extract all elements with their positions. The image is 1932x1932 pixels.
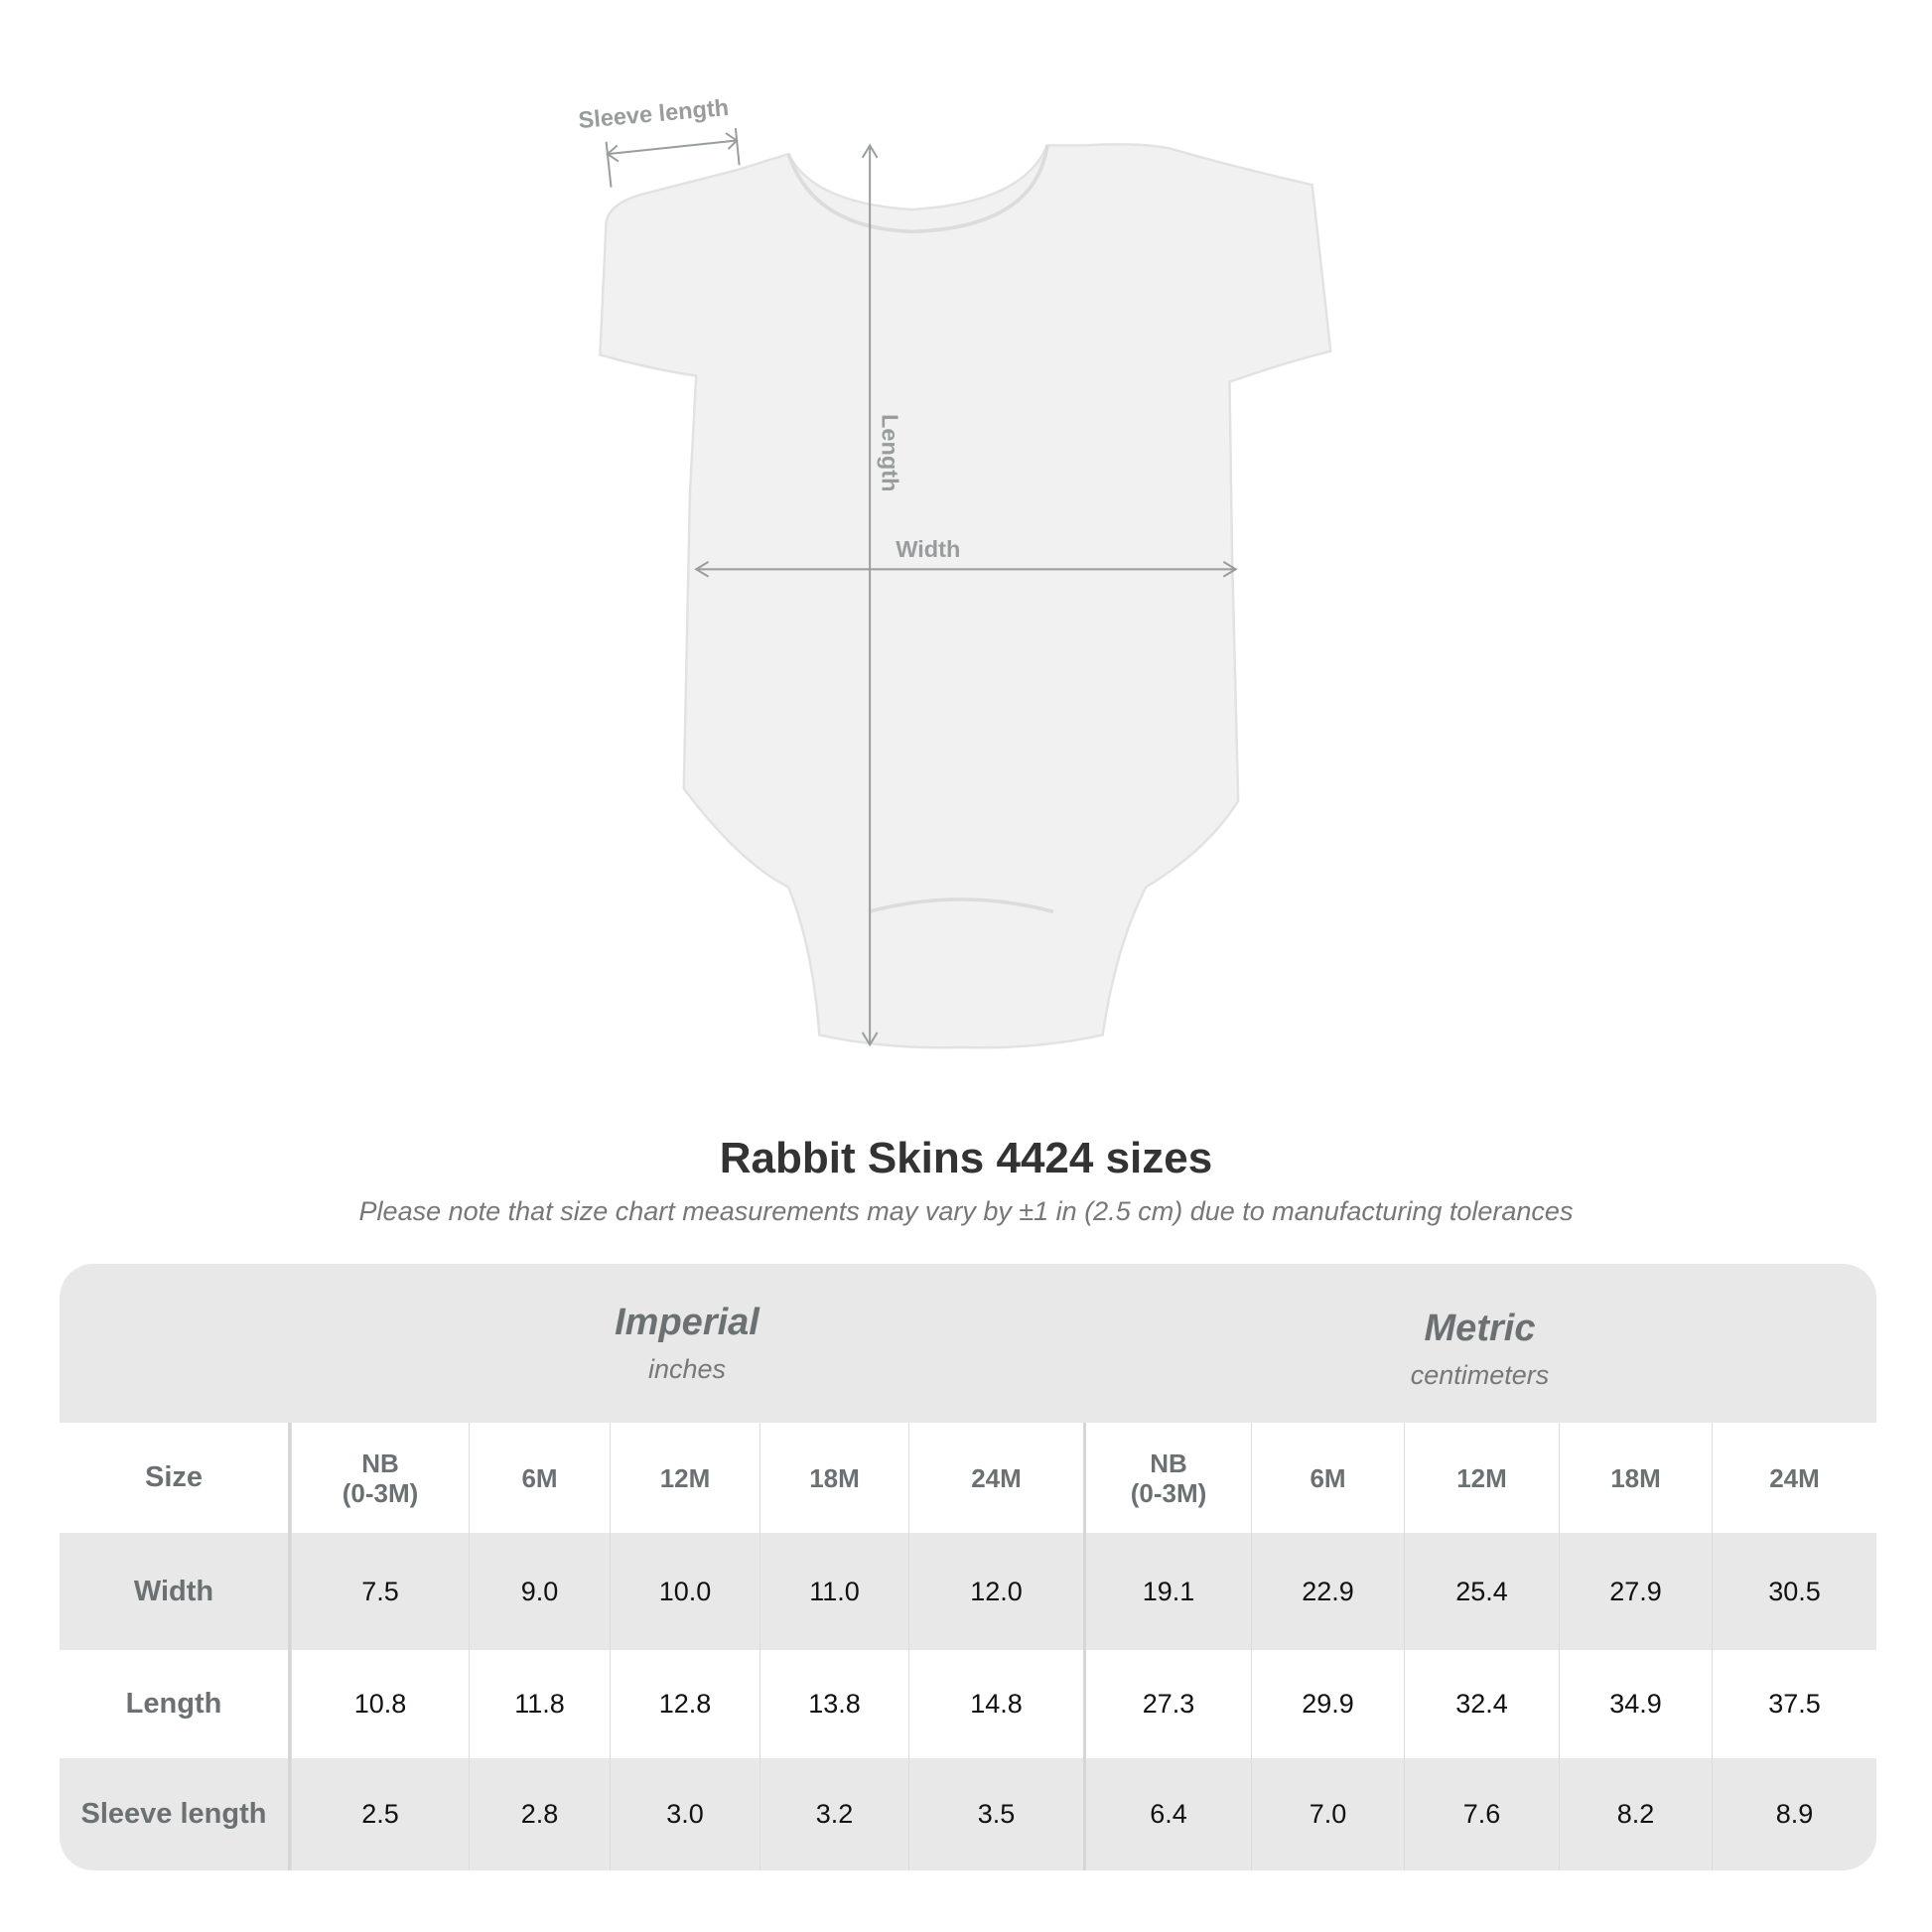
snap-flap [868,897,1054,914]
table-cell: 11.8 [469,1650,610,1758]
table-cell: 2.5 [291,1758,469,1870]
size-header-cell: NB (0-3M) [1083,1423,1251,1533]
table-cell: 37.5 [1712,1650,1876,1758]
size-header-cell: 6M [469,1423,610,1533]
table-cell: 10.0 [610,1533,759,1650]
table-row-sleeve-length: Sleeve length 2.5 2.8 3.0 3.2 3.5 6.4 7.0 7.6 8.2… [60,1758,1876,1870]
sleeve-arrow [607,139,738,156]
table-cell: 12.8 [610,1650,759,1758]
row-label: Size [60,1423,291,1533]
width-label: Width [896,536,960,562]
table-cell: 13.8 [759,1650,908,1758]
table-cell: 3.5 [908,1758,1083,1870]
size-header-cell: 18M [759,1423,908,1533]
onesie-diagram: Sleeve length Length Width [577,94,1332,1049]
row-label: Length [60,1650,291,1758]
table-cell: 3.0 [610,1758,759,1870]
page-title: Rabbit Skins 4424 sizes [719,1134,1213,1182]
table-cell: 9.0 [469,1533,610,1650]
metric-title: Metric [1424,1308,1536,1349]
table-cell: 6.4 [1083,1758,1251,1870]
row-label: Sleeve length [60,1758,291,1870]
table-cell: 34.9 [1559,1650,1712,1758]
size-header-cell: 24M [908,1423,1083,1533]
table-cell: 2.8 [469,1758,610,1870]
table-cell: 27.3 [1083,1650,1251,1758]
table-cell: 10.8 [291,1650,469,1758]
row-label: Width [60,1533,291,1650]
table-cell: 7.0 [1251,1758,1404,1870]
size-table: Imperial inches Metric centimeters Size N… [60,1264,1876,1870]
size-header-cell: 12M [610,1423,759,1533]
table-row-width: Width 7.5 9.0 10.0 11.0 12.0 19.1 22.9 25.4 27.9 3… [60,1533,1876,1650]
imperial-header: Imperial inches [291,1264,1083,1423]
onesie-shape [599,143,1332,1049]
imperial-unit: inches [647,1354,727,1384]
size-header-cell: 24M [1712,1423,1876,1533]
metric-unit: centimeters [1410,1360,1550,1390]
size-header-cell: 18M [1559,1423,1712,1533]
table-cell: 8.2 [1559,1758,1712,1870]
table-cell: 30.5 [1712,1533,1876,1650]
tolerance-note: Please note that size chart measurements… [358,1196,1574,1226]
table-cell: 8.9 [1712,1758,1876,1870]
size-header-cell: 12M [1404,1423,1559,1533]
table-cell: 27.9 [1559,1533,1712,1650]
table-row-length: Length 10.8 11.8 12.8 13.8 14.8 27.3 29.9 32.4 34… [60,1650,1876,1758]
table-cell: 14.8 [908,1650,1083,1758]
table-cell: 25.4 [1404,1533,1559,1650]
metric-header: Metric centimeters [1083,1264,1876,1423]
size-header-row: Size NB (0-3M) 6M 12M 18M 24M NB (0-3M) 6M 12M 18… [60,1423,1876,1533]
table-cell: 7.6 [1404,1758,1559,1870]
neckline [786,145,1049,234]
size-header-cell: 6M [1251,1423,1404,1533]
table-cell: 22.9 [1251,1533,1404,1650]
table-cell: 29.9 [1251,1650,1404,1758]
table-cell: 3.2 [759,1758,908,1870]
table-cell: 32.4 [1404,1650,1559,1758]
sleeve-length-label: Sleeve length [577,94,730,133]
table-cell: 19.1 [1083,1533,1251,1650]
length-label: Length [878,414,903,492]
table-cell: 11.0 [759,1533,908,1650]
table-cell: 12.0 [908,1533,1083,1650]
size-header-cell: NB (0-3M) [291,1423,469,1533]
imperial-title: Imperial [615,1302,759,1343]
table-cell: 7.5 [291,1533,469,1650]
